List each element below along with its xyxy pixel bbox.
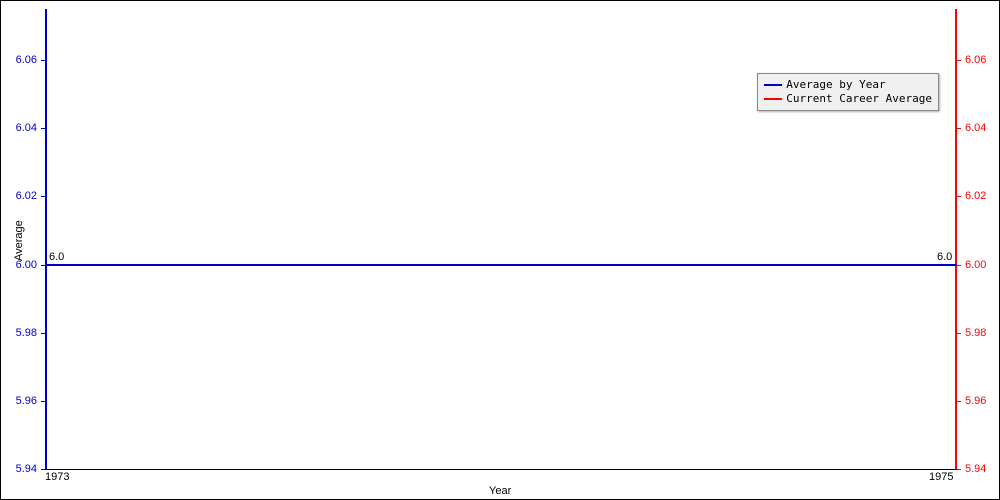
- y-left-tick: [41, 60, 45, 61]
- y-right-tick: [957, 60, 961, 61]
- y-axis-left: [45, 9, 47, 469]
- legend-item: Average by Year: [764, 78, 932, 92]
- y-right-tick-label: 6.06: [965, 54, 986, 66]
- y-right-tick: [957, 265, 961, 266]
- y-left-tick-label: 6.02: [16, 190, 37, 202]
- chart-container: Average by YearCurrent Career Average 5.…: [0, 0, 1000, 500]
- y-left-tick: [41, 128, 45, 129]
- x-axis-title: Year: [489, 485, 511, 497]
- y-right-tick: [957, 469, 961, 470]
- series-line: [45, 264, 957, 266]
- legend-item: Current Career Average: [764, 92, 932, 106]
- y-axis-title: Average: [13, 220, 25, 261]
- legend-swatch: [764, 98, 782, 100]
- y-right-tick: [957, 401, 961, 402]
- y-right-tick: [957, 196, 961, 197]
- y-left-tick: [41, 469, 45, 470]
- y-left-tick-label: 5.94: [16, 463, 37, 475]
- y-right-tick-label: 6.02: [965, 190, 986, 202]
- legend-label: Current Career Average: [786, 92, 932, 106]
- data-point-label: 6.0: [937, 251, 952, 263]
- y-right-tick-label: 5.98: [965, 327, 986, 339]
- y-right-tick-label: 5.96: [965, 395, 986, 407]
- y-right-tick-label: 6.04: [965, 122, 986, 134]
- y-left-tick-label: 6.04: [16, 122, 37, 134]
- y-left-tick: [41, 333, 45, 334]
- legend-label: Average by Year: [786, 78, 885, 92]
- x-tick-label: 1973: [45, 471, 69, 483]
- x-tick-label: 1975: [929, 471, 953, 483]
- y-right-tick-label: 6.00: [965, 259, 986, 271]
- y-left-tick: [41, 401, 45, 402]
- y-left-tick-label: 5.98: [16, 327, 37, 339]
- y-right-tick-label: 5.94: [965, 463, 986, 475]
- x-axis: [45, 469, 957, 470]
- legend: Average by YearCurrent Career Average: [757, 73, 939, 111]
- y-right-tick: [957, 128, 961, 129]
- y-left-tick: [41, 196, 45, 197]
- y-right-tick: [957, 333, 961, 334]
- data-point-label: 6.0: [49, 251, 64, 263]
- legend-swatch: [764, 84, 782, 86]
- y-left-tick-label: 6.06: [16, 54, 37, 66]
- y-left-tick-label: 5.96: [16, 395, 37, 407]
